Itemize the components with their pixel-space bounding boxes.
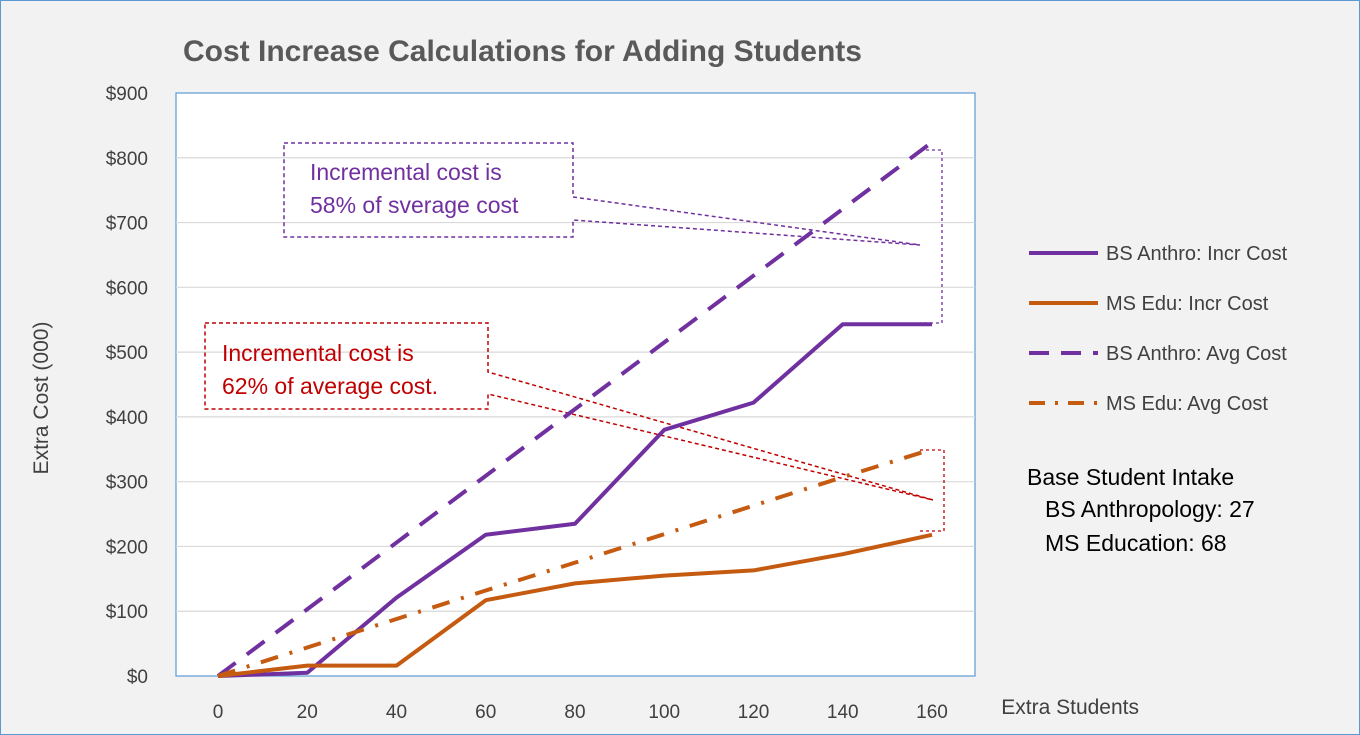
callout-red: Incremental cost is 62% of average cost. <box>204 322 945 532</box>
y-tick-label: $800 <box>106 149 148 170</box>
x-tick-label: 160 <box>916 702 948 723</box>
y-axis-ticks: $0 $100 $200 $300 $400 $500 $600 $700 $800 $900 <box>106 84 148 688</box>
legend-label: BS Anthro: Avg Cost <box>1106 343 1287 365</box>
grid-lines <box>176 157 975 612</box>
x-tick-label: 0 <box>213 702 224 723</box>
callout-purple-line2: 58% of sverage cost <box>310 192 519 218</box>
base-intake-title: Base Student Intake <box>1027 464 1234 490</box>
y-tick-label: $0 <box>127 667 148 688</box>
y-tick-label: $100 <box>106 602 148 623</box>
legend-label: MS Edu: Avg Cost <box>1106 393 1268 415</box>
callout-purple-line1: Incremental cost is <box>310 159 502 185</box>
x-tick-label: 60 <box>475 702 496 723</box>
legend-label: MS Edu: Incr Cost <box>1106 293 1269 315</box>
callout-red-line2: 62% of average cost. <box>222 373 438 399</box>
chart-title: Cost Increase Calculations for Adding St… <box>183 35 862 68</box>
x-tick-label: 140 <box>827 702 859 723</box>
base-intake-ms-education: MS Education: 68 <box>1045 530 1227 556</box>
y-tick-label: $900 <box>106 84 148 105</box>
x-tick-label: 40 <box>386 702 407 723</box>
y-tick-label: $300 <box>106 473 148 494</box>
y-tick-label: $500 <box>106 343 148 364</box>
base-intake-bs-anthropology: BS Anthropology: 27 <box>1045 496 1255 522</box>
callout-red-shape <box>204 322 934 501</box>
base-intake-note: Base Student Intake BS Anthropology: 27 … <box>1027 464 1255 556</box>
x-tick-label: 20 <box>297 702 318 723</box>
x-tick-label: 100 <box>648 702 680 723</box>
x-axis-ticks: 0 20 40 60 80 100 120 140 160 <box>213 702 948 723</box>
y-tick-label: $600 <box>106 278 148 299</box>
x-tick-label: 80 <box>564 702 585 723</box>
y-tick-label: $400 <box>106 408 148 429</box>
plot-area <box>175 92 976 677</box>
x-axis-label: Extra Students <box>1001 696 1139 719</box>
callout-purple-shape <box>283 142 921 246</box>
y-tick-label: $200 <box>106 537 148 558</box>
y-axis-label: Extra Cost (000) <box>30 322 53 475</box>
x-tick-label: 120 <box>738 702 770 723</box>
series-lines <box>216 140 934 678</box>
legend-label: BS Anthro: Incr Cost <box>1106 243 1288 265</box>
y-tick-label: $700 <box>106 214 148 235</box>
legend: BS Anthro: Incr Cost MS Edu: Incr Cost BS … <box>1029 243 1288 415</box>
callout-red-bracket <box>920 449 945 532</box>
callout-red-line1: Incremental cost is <box>222 340 414 366</box>
